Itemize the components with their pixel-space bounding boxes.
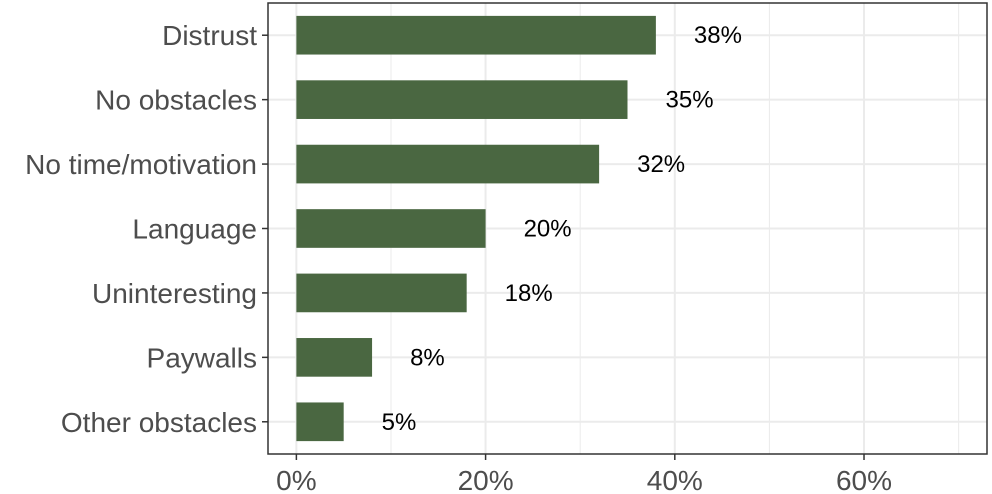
bar bbox=[296, 144, 600, 184]
data-label: 35% bbox=[666, 87, 714, 114]
bar bbox=[296, 15, 656, 55]
bar bbox=[296, 273, 467, 313]
x-tick-label: 20% bbox=[458, 465, 514, 494]
bar bbox=[296, 402, 344, 442]
category-label: Language bbox=[132, 214, 257, 245]
x-tick-label: 0% bbox=[276, 465, 316, 494]
bar bbox=[296, 338, 373, 377]
data-labels: 38% 35% 32% 20% 18% 8% 5% bbox=[382, 22, 742, 436]
category-label: Other obstacles bbox=[61, 407, 257, 438]
data-label: 32% bbox=[637, 151, 685, 178]
data-label: 5% bbox=[382, 409, 417, 436]
x-tick-label: 40% bbox=[647, 465, 703, 494]
data-label: 8% bbox=[410, 344, 445, 371]
data-label: 38% bbox=[694, 22, 742, 49]
category-label: No obstacles bbox=[95, 85, 257, 116]
x-tick-label: 60% bbox=[836, 465, 892, 494]
x-axis: 0% 20% 40% 60% bbox=[276, 454, 892, 494]
category-label: No time/motivation bbox=[25, 149, 257, 180]
bar bbox=[296, 209, 486, 248]
bar bbox=[296, 80, 628, 119]
bars bbox=[296, 15, 656, 442]
data-label: 18% bbox=[505, 280, 553, 307]
data-label: 20% bbox=[524, 216, 572, 243]
category-label: Distrust bbox=[162, 20, 257, 51]
category-label: Paywalls bbox=[147, 342, 257, 373]
category-label: Uninteresting bbox=[92, 278, 257, 309]
category-axis: Distrust No obstacles No time/motivation La… bbox=[25, 20, 268, 438]
